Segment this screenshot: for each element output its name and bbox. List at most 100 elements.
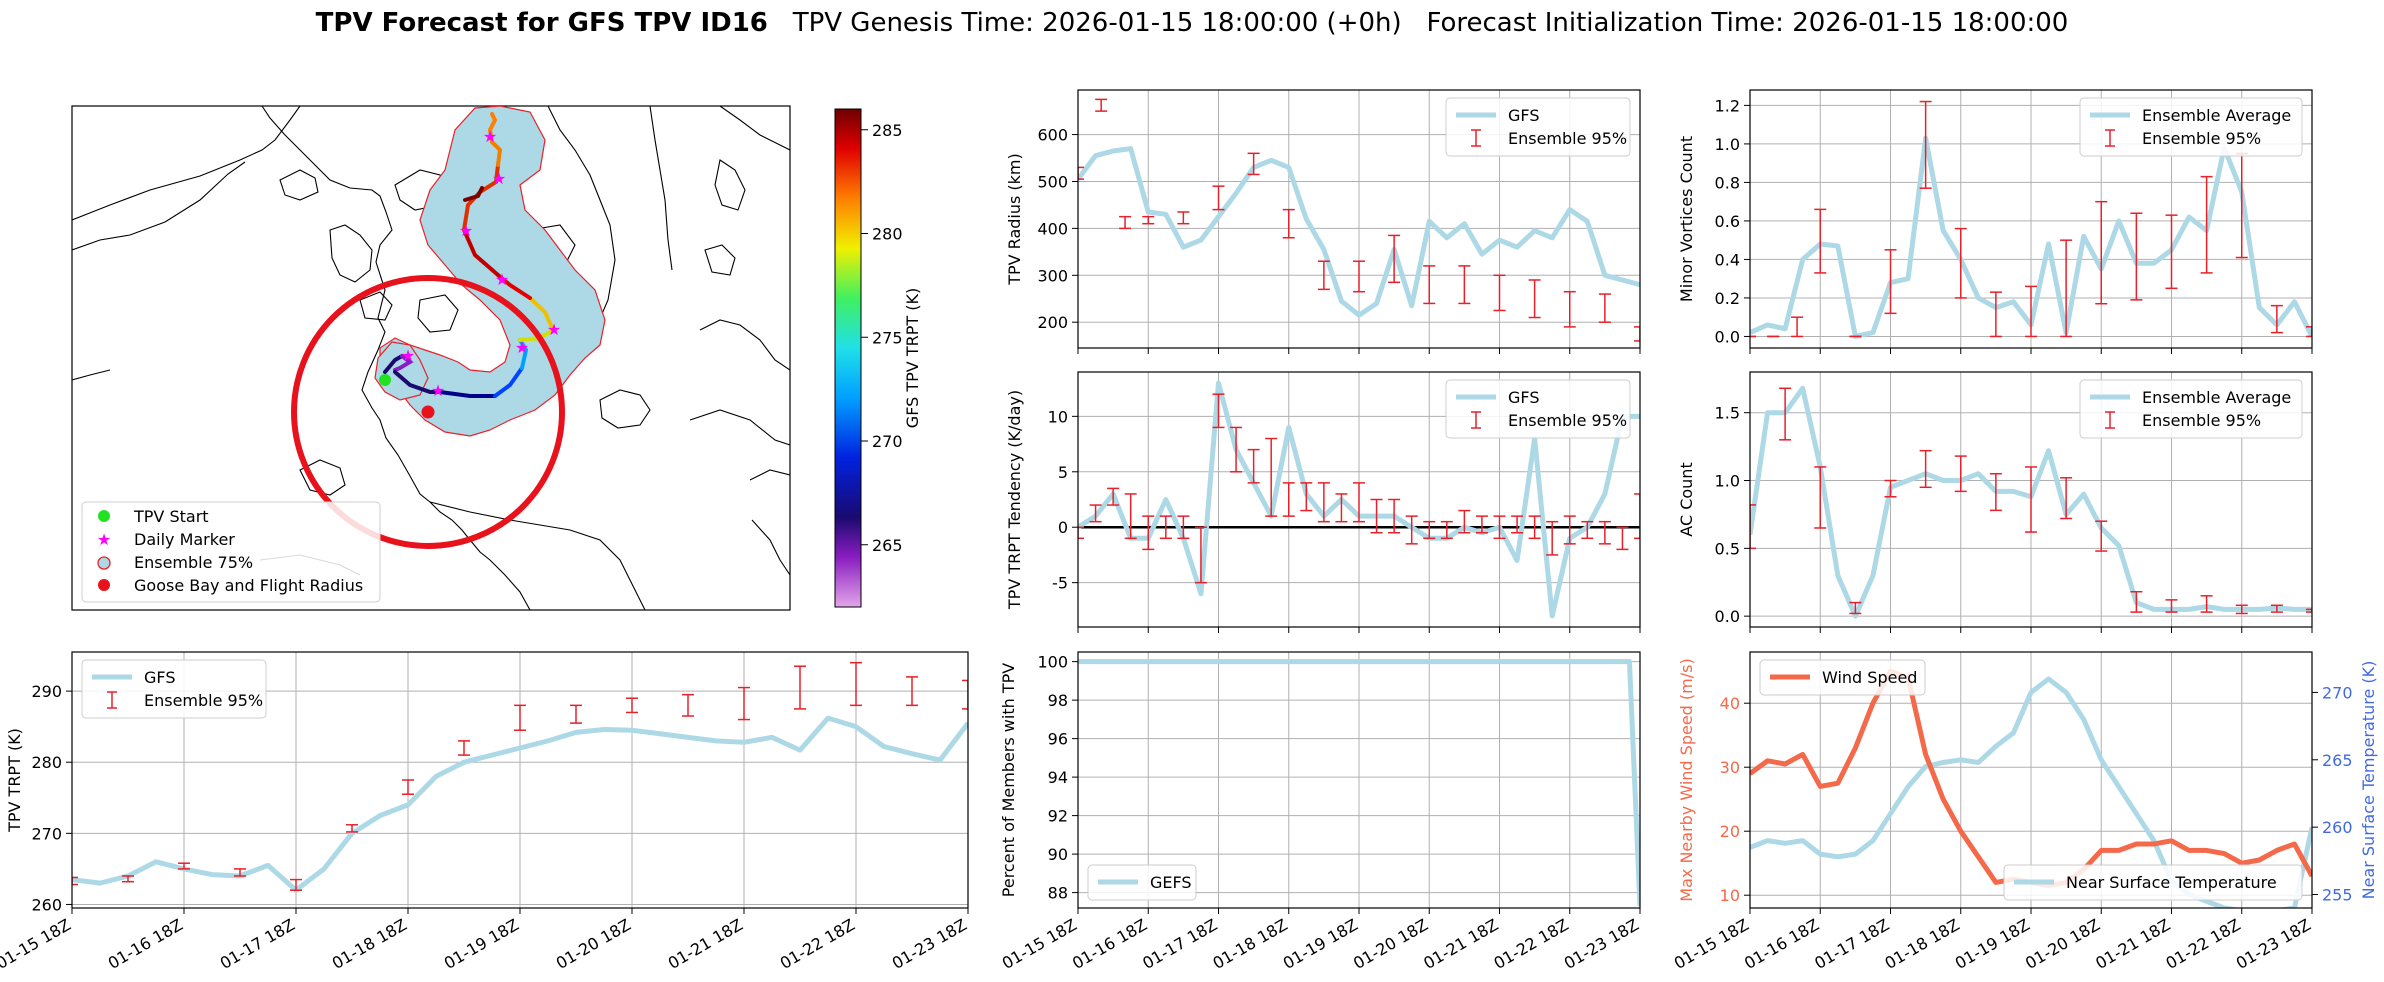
axes-frame	[1749, 651, 2313, 909]
x-tick-label: 01-20 18Z	[553, 915, 634, 973]
chart-trpt: 260 270 280 290 01-15 18Z 01-16 18Z 01-17 18Z 0…	[0, 651, 970, 973]
plot-area	[72, 661, 968, 893]
y-tick-label: 30	[1720, 758, 1740, 777]
legend-frame	[2003, 864, 2303, 901]
x-tick-label: 01-22 18Z	[777, 915, 858, 973]
legend-frame	[1087, 864, 1197, 901]
y-tick-label: 1.2	[1715, 96, 1740, 115]
y-tick-label: 0.0	[1715, 327, 1740, 346]
figure-title-init: Forecast Initialization Time: 2026-01-15…	[1426, 8, 2069, 38]
x-tick-label: 01-23 18Z	[1561, 915, 1642, 973]
x-tick-label: 01-15 18Z	[1671, 915, 1752, 973]
y-axis-label: TPV Radius (km)	[1005, 153, 1024, 286]
legend-label: Ensemble 95%	[144, 691, 263, 710]
y-tick-label: 88	[1048, 884, 1068, 903]
y-tick-label: 300	[1037, 266, 1068, 285]
x-tick-label: 01-23 18Z	[2233, 915, 2314, 973]
chart-legend: Wind Speed	[1759, 659, 1926, 696]
legend-label: Ensemble 95%	[1508, 411, 1627, 430]
y-tick-label: 0.5	[1715, 539, 1740, 558]
x-tick-label: 01-16 18Z	[1069, 915, 1150, 973]
x-tick-label: 01-21 18Z	[665, 915, 746, 973]
plot-area	[1750, 100, 2312, 339]
y-tick-label: 0.8	[1715, 173, 1740, 192]
legend-label: GFS	[1508, 106, 1539, 125]
y-tick-label: 100	[1037, 653, 1068, 672]
error-bars	[72, 661, 968, 891]
y-axis-label: TPV TRPT Tendency (K/day)	[1005, 390, 1024, 610]
y-tick-label: 96	[1048, 730, 1068, 749]
y-tick-label: 260	[31, 895, 62, 914]
series-line	[1078, 659, 1640, 907]
y-tick-label: 94	[1048, 768, 1068, 787]
x-tick-label: 01-17 18Z	[1139, 915, 1220, 973]
y-tick-label: 0	[1058, 518, 1068, 537]
series-line	[72, 715, 968, 893]
y-tick-label: 0.6	[1715, 212, 1740, 231]
x-tick-label: 01-19 18Z	[441, 915, 522, 973]
y-tick-label: 500	[1037, 172, 1068, 191]
x-tick-label: 01-20 18Z	[1350, 915, 1431, 973]
x-tick-label: 01-19 18Z	[1280, 915, 1361, 973]
legend-label: Ensemble 95%	[1508, 129, 1627, 148]
y-tick-label: 1.0	[1715, 135, 1740, 154]
y-tick-label: 20	[1720, 822, 1740, 841]
y-right-tick-label: 260	[2322, 818, 2353, 837]
legend-label: Ensemble 95%	[2142, 411, 2261, 430]
axes-frame	[1077, 651, 1641, 909]
error-bars	[1750, 387, 2312, 615]
legend-frame	[1759, 659, 1926, 696]
plot-area	[1078, 98, 1640, 342]
y-right-tick-label: 255	[2322, 886, 2353, 905]
x-tick-label: 01-22 18Z	[1490, 915, 1571, 973]
plot-area	[1750, 385, 2312, 619]
axes-frame	[1749, 371, 2313, 628]
legend-label: Wind Speed	[1822, 668, 1917, 687]
y-right-tick-label: 265	[2322, 751, 2353, 770]
y-tick-label: 98	[1048, 691, 1068, 710]
y-tick-label: 10	[1720, 886, 1740, 905]
x-tick-label: 01-17 18Z	[1811, 915, 1892, 973]
chart-minor: 0.0 0.2 0.4 0.6 0.8 1.0 1.2 Minor Vortices Coun…	[1677, 89, 2313, 354]
legend-label: GFS	[1508, 388, 1539, 407]
legend-frame	[2079, 97, 2303, 157]
series-line	[1078, 146, 1640, 318]
temperature-line	[1750, 676, 2312, 908]
y-tick-label: 40	[1720, 694, 1740, 713]
x-tick-label: 01-18 18Z	[1881, 915, 1962, 973]
y-tick-label: 1.5	[1715, 404, 1740, 423]
y-tick-label: 92	[1048, 807, 1068, 826]
x-tick-label: 01-18 18Z	[329, 915, 410, 973]
legend-label: Ensemble Average	[2142, 106, 2291, 125]
chart-legend: GFS Ensemble 95%	[81, 659, 267, 719]
y-tick-label: 400	[1037, 219, 1068, 238]
legend-label: GEFS	[1150, 873, 1192, 892]
legend-label: Ensemble 95%	[2142, 129, 2261, 148]
x-tick-label: 01-19 18Z	[1952, 915, 2033, 973]
legend-label: GFS	[144, 668, 175, 687]
chart-legend: Near Surface Temperature	[2003, 864, 2303, 901]
chart-legend: GFS Ensemble 95%	[1445, 379, 1631, 439]
error-bars	[1750, 100, 2312, 338]
y-tick-label: 270	[31, 824, 62, 843]
y-tick-label: 600	[1037, 126, 1068, 145]
y-axis-label: AC Count	[1677, 462, 1696, 536]
chart-tendency: -5 0 5 10 TPV TRPT Tendency (K/day) GFS Ensemb…	[1005, 371, 1641, 633]
chart-legend: GFS Ensemble 95%	[1445, 97, 1631, 157]
x-tick-label: 01-18 18Z	[1209, 915, 1290, 973]
plot-area	[1078, 659, 1640, 907]
axes-frame	[1749, 89, 2313, 349]
y-tick-label: 0.4	[1715, 250, 1740, 269]
y-tick-label: 280	[31, 753, 62, 772]
figure-title: TPV Forecast for GFS TPV ID16 TPV Genesi…	[0, 8, 2384, 38]
y-axis-label: Percent of Members with TPV	[999, 663, 1018, 897]
y-tick-label: 10	[1048, 407, 1068, 426]
error-bars	[1078, 98, 1640, 342]
y-axis-label: Minor Vortices Count	[1677, 136, 1696, 302]
chart-legend: Ensemble Average Ensemble 95%	[2079, 379, 2303, 439]
y-tick-label: 290	[31, 682, 62, 701]
